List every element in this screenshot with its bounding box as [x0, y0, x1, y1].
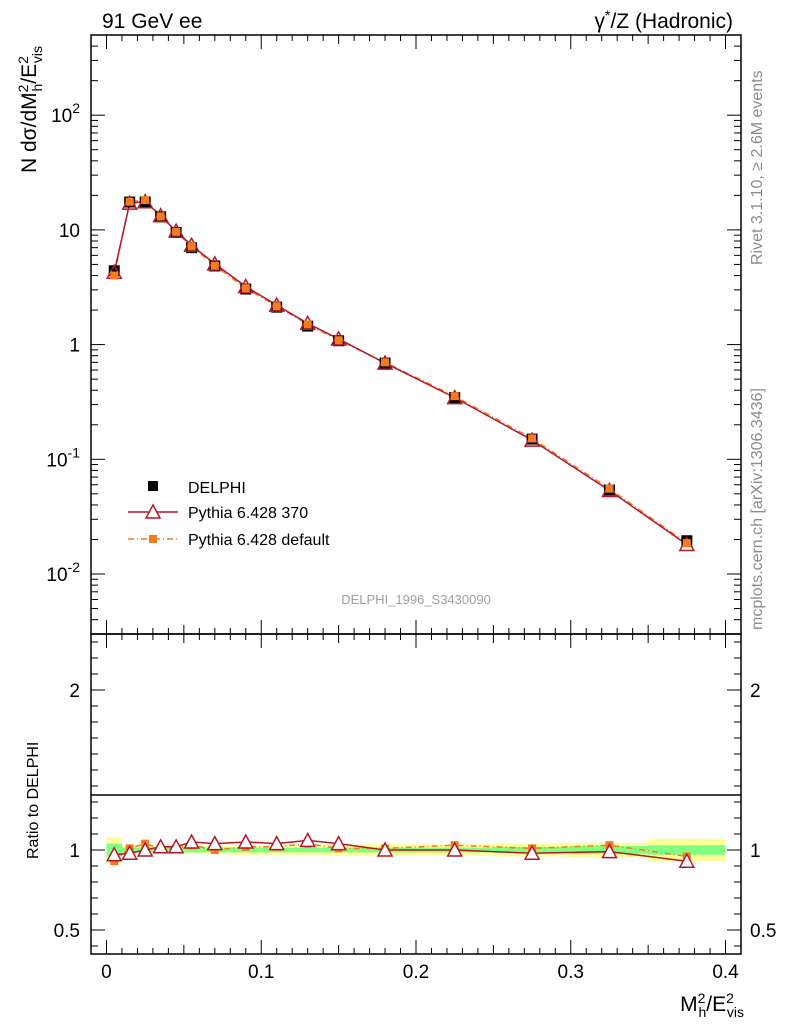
ratio-plot-marks	[105, 831, 696, 868]
ratio-point-pythia-370	[601, 843, 618, 859]
data-point-pythia-default	[210, 261, 219, 270]
y-tick-label-ratio-right: 1	[750, 841, 761, 862]
data-point-pythia-default	[241, 284, 250, 293]
header-right: γ*/Z (Hadronic)	[595, 7, 733, 33]
analysis-label: DELPHI_1996_S3430090	[341, 592, 491, 607]
x-axis-label: M2 h/E2 vis	[680, 990, 744, 1020]
ratio-point-pythia-370	[446, 841, 463, 857]
legend-marker-delphi	[148, 481, 158, 491]
header-left: 91 GeV ee	[102, 10, 202, 33]
ratio-point-pythia-370	[206, 835, 224, 851]
ratio-point-pythia-370	[237, 833, 255, 849]
ratio-point-pythia-370	[268, 835, 285, 851]
y-tick-label-ratio-right: 2	[750, 681, 761, 702]
series-line-pythia-370	[113, 200, 688, 546]
rivet-label: Rivet 3.1.10, ≥ 2.6M events	[749, 70, 766, 265]
ratio-point-pythia-370	[299, 831, 316, 848]
ratio-point-pythia-370	[183, 833, 200, 849]
data-point-pythia-default	[141, 196, 150, 205]
x-tick-labels: 0 0.1 0.2 0.3 0.4	[101, 962, 739, 983]
data-point-pythia-default	[303, 320, 312, 329]
data-point-delphi	[108, 265, 120, 277]
data-point-pythia-default	[334, 336, 343, 345]
data-point-pythia-default	[125, 197, 134, 206]
main-plot-marks	[105, 193, 696, 552]
band-green	[648, 845, 726, 855]
y-axis-label-ratio: Ratio to DELPHI	[25, 742, 42, 859]
y-tick-label-ratio: 2	[69, 681, 80, 702]
x-tick-label: 0.3	[558, 962, 584, 983]
y-axis-label-main: N dσ/dM2h/E2vis	[15, 46, 45, 173]
data-point-pythia-default	[528, 434, 537, 443]
ratio-point-pythia-370	[167, 838, 185, 854]
legend-label-delphi: DELPHI	[188, 480, 246, 497]
ratio-point-pythia-370	[523, 844, 541, 860]
ratio-point-pythia-370	[678, 852, 696, 868]
legend-label-pythia-370: Pythia 6.428 370	[188, 505, 308, 522]
ratio-point-pythia-370	[152, 838, 169, 854]
ratio-y-tick-labels: 0.5 0.5 1 1 2 2	[54, 681, 777, 942]
y-tick-label-main: 10-2	[46, 559, 80, 586]
data-point-pythia-default	[605, 484, 614, 493]
y-tick-label-ratio: 1	[69, 841, 80, 862]
y-tick-label-main: 102	[51, 100, 80, 127]
data-point-pythia-default	[381, 358, 390, 367]
band-green	[183, 847, 200, 853]
x-tick-label: 0	[101, 962, 112, 983]
main-y-tick-labels: 10-2 10-1 1 10 102	[46, 100, 80, 586]
y-tick-label-main: 10	[59, 221, 80, 242]
data-point-pythia-default	[110, 271, 119, 280]
ratio-point-pythia-370	[121, 844, 138, 860]
axis-ticks	[90, 34, 742, 954]
ratio-plot-frame	[90, 633, 742, 955]
x-tick-label: 0.1	[248, 962, 274, 983]
y-tick-label-main: 10-1	[46, 444, 80, 471]
x-tick-label: 0.4	[712, 962, 739, 983]
data-point-pythia-default	[172, 227, 181, 236]
mcplots-label: mcplots.cern.ch [arXiv:1306.3436]	[749, 388, 766, 630]
y-tick-label-main: 1	[69, 336, 80, 357]
data-point-pythia-default	[272, 302, 281, 311]
data-point-pythia-default	[156, 212, 165, 221]
ratio-point-pythia-370	[376, 841, 394, 857]
ratio-point-pythia-370	[136, 841, 154, 857]
y-tick-label-ratio: 0.5	[54, 921, 80, 942]
data-point-pythia-default	[682, 539, 691, 548]
legend-marker-pythia-default	[149, 535, 157, 543]
band-green	[292, 847, 324, 853]
x-tick-label: 0.2	[403, 962, 429, 983]
legend: DELPHI Pythia 6.428 370 Pythia 6.428 def…	[128, 480, 330, 549]
ratio-point-pythia-370	[105, 846, 123, 862]
legend-marker-pythia-370	[144, 503, 162, 519]
ratio-line-pythia-370	[114, 839, 687, 862]
data-point-pythia-default	[450, 392, 459, 401]
legend-label-pythia-default: Pythia 6.428 default	[188, 532, 330, 549]
y-tick-label-ratio-right: 0.5	[750, 921, 776, 942]
ratio-point-pythia-370	[330, 835, 347, 851]
data-point-pythia-default	[187, 242, 196, 251]
ratio-line-pythia-default	[113, 842, 687, 862]
